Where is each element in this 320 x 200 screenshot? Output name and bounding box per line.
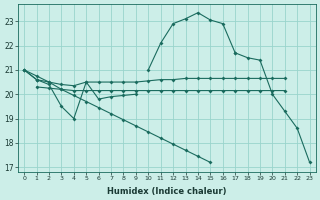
X-axis label: Humidex (Indice chaleur): Humidex (Indice chaleur): [107, 187, 227, 196]
